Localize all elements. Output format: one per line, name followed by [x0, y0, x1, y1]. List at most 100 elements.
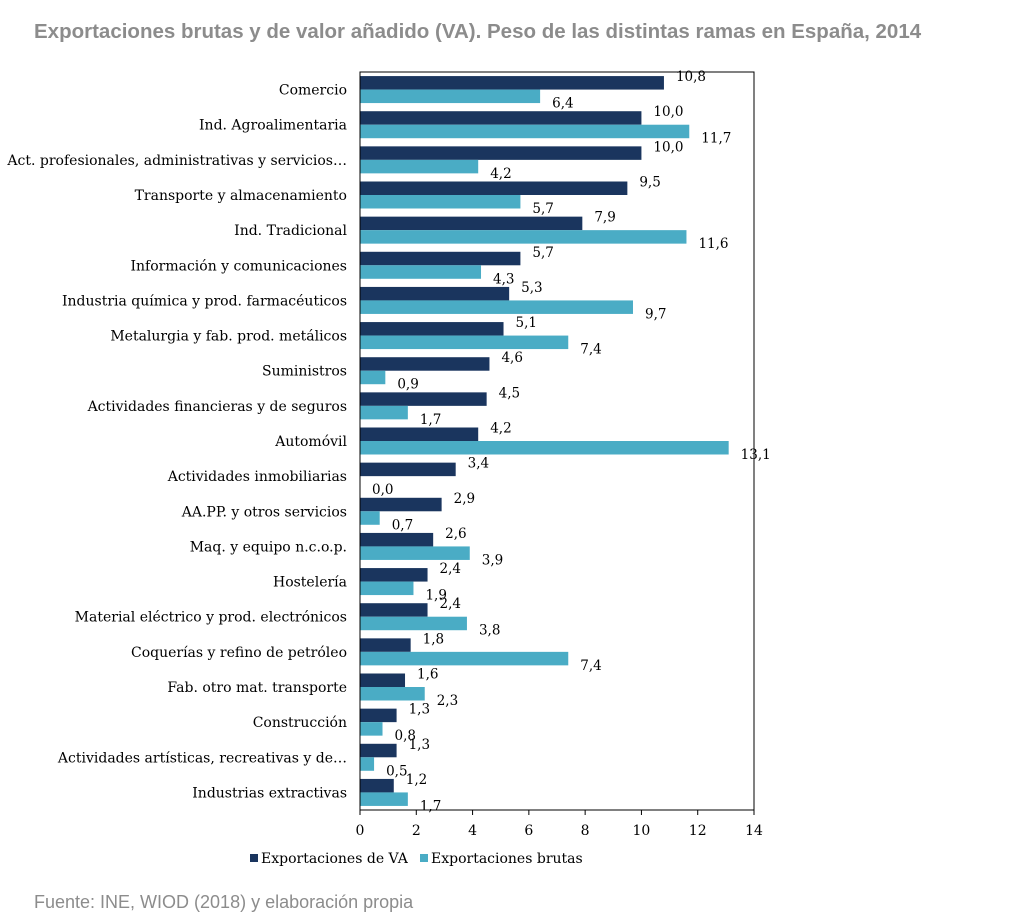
data-label-va: 5,7 [532, 245, 553, 261]
bar-va [360, 181, 628, 195]
data-label-brutas: 4,3 [493, 271, 514, 287]
bar-brutas [360, 546, 470, 560]
bar-va [360, 251, 521, 266]
category-label: Coquerías y refino de petróleo [131, 645, 347, 661]
bar-va [360, 322, 504, 336]
bar-brutas [360, 441, 729, 455]
data-label-brutas: 2,3 [437, 693, 458, 709]
bar-brutas [360, 300, 633, 314]
category-label: Metalurgia y fab. prod. metálicos [110, 329, 347, 345]
data-label-brutas: 11,6 [698, 236, 728, 252]
category-label: Maq. y equipo n.c.o.p. [190, 539, 347, 555]
bar-brutas [360, 792, 408, 806]
bar-brutas [360, 159, 479, 174]
data-label-brutas: 3,9 [482, 552, 503, 568]
data-label-va: 4,6 [501, 350, 522, 366]
x-tick-label: 4 [468, 823, 477, 839]
bar-brutas [360, 124, 690, 139]
bar-va [360, 708, 397, 723]
legend-va-label: Exportaciones de VA [261, 851, 409, 867]
category-label: Industrias extractivas [192, 785, 347, 801]
bar-va [360, 216, 583, 231]
x-tick-label: 14 [745, 823, 763, 839]
bar-va [360, 462, 456, 477]
bar-brutas [360, 195, 521, 209]
chart-title: Exportaciones brutas y de valor añadido … [34, 20, 922, 43]
bar-va [360, 146, 642, 160]
x-tick-label: 8 [581, 823, 590, 839]
bar-brutas [360, 687, 425, 701]
data-label-brutas: 6,4 [552, 96, 573, 112]
category-label: Hostelería [273, 575, 347, 591]
bar-brutas [360, 511, 380, 525]
data-label-va: 1,3 [409, 702, 430, 718]
category-label: Ind. Tradicional [234, 223, 347, 239]
data-label-brutas: 7,4 [580, 342, 601, 358]
bar-va [360, 427, 479, 441]
category-label: Actividades inmobiliarias [167, 469, 347, 485]
x-tick-label: 0 [356, 823, 365, 839]
x-tick-label: 2 [412, 823, 421, 839]
bar-chart: Comercio 10,8 6,4 Ind. Agroalimentaria 10,0 1… [6, 69, 771, 867]
data-label-va: 4,5 [499, 385, 520, 401]
category-label: Material eléctrico y prod. electrónicos [75, 610, 347, 626]
data-label-brutas: 3,8 [479, 623, 500, 639]
data-label-va: 3,4 [468, 456, 489, 472]
category-label: Automóvil [274, 434, 347, 450]
category-label: Suministros [262, 364, 347, 380]
x-tick-label: 6 [524, 823, 533, 839]
source-note: Fuente: INE, WIOD (2018) y elaboración p… [34, 892, 414, 912]
plot-frame [359, 71, 755, 811]
data-label-brutas: 5,7 [532, 201, 553, 217]
data-label-va: 1,2 [406, 772, 427, 788]
bar-va [360, 673, 406, 687]
bar-va [360, 286, 510, 301]
data-label-va: 2,4 [440, 561, 461, 577]
data-label-brutas: 0,5 [386, 763, 407, 779]
data-label-va: 10,0 [653, 139, 683, 155]
data-label-va: 5,1 [516, 315, 537, 331]
x-tick-label: 12 [689, 823, 707, 839]
x-tick-label: 10 [633, 823, 651, 839]
bar-va [360, 76, 664, 90]
bar-va [360, 111, 642, 125]
category-label: Comercio [279, 83, 347, 99]
bar-va [360, 568, 428, 582]
data-label-brutas: 0,8 [395, 728, 416, 744]
data-label-va: 10,0 [653, 104, 683, 120]
data-label-va: 4,2 [490, 421, 511, 437]
bar-brutas [360, 89, 541, 104]
data-label-va: 10,8 [676, 69, 706, 85]
data-label-va: 1,6 [417, 667, 438, 683]
data-label-va: 1,3 [409, 737, 430, 753]
bar-brutas [360, 757, 375, 771]
category-label: Transporte y almacenamiento [135, 188, 347, 204]
category-label: Actividades financieras y de seguros [87, 399, 347, 415]
bar-brutas [360, 265, 482, 279]
bar-va [360, 603, 428, 617]
data-label-va: 2,6 [445, 526, 466, 542]
bar-va [360, 357, 490, 371]
data-label-brutas: 1,7 [420, 798, 441, 814]
data-label-brutas: 0,7 [392, 517, 413, 533]
bar-brutas [360, 370, 386, 385]
bar-brutas [360, 722, 383, 736]
data-label-va: 9,5 [639, 175, 660, 191]
bar-brutas [360, 616, 467, 631]
data-label-va: 7,9 [594, 210, 615, 226]
category-label: Información y comunicaciones [130, 258, 347, 274]
legend-va-swatch [250, 854, 258, 862]
category-label: Act. profesionales, administrativas y se… [6, 153, 347, 169]
bar-va [360, 743, 397, 758]
data-label-brutas: 4,2 [490, 166, 511, 182]
data-label-va: 2,9 [454, 491, 475, 507]
data-label-va: 2,4 [440, 596, 461, 612]
data-label-brutas: 0,0 [372, 482, 393, 498]
bar-brutas [360, 405, 408, 420]
bar-va [360, 778, 394, 793]
bar-brutas [360, 651, 569, 666]
data-label-brutas: 11,7 [701, 131, 731, 147]
bar-va [360, 497, 442, 512]
data-label-brutas: 13,1 [741, 447, 771, 463]
data-label-va: 5,3 [521, 280, 542, 296]
